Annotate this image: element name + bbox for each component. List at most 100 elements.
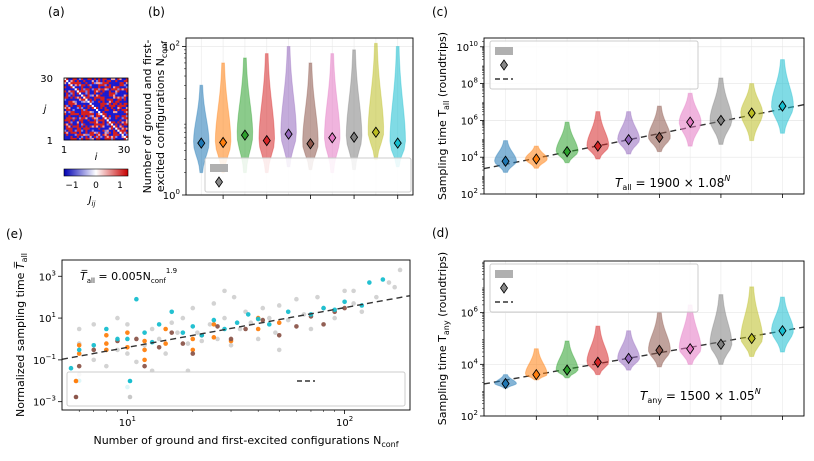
violin-100 [389, 45, 406, 168]
heatmap-cell [104, 119, 107, 122]
heatmap-cell [89, 88, 93, 91]
heatmap-cell [76, 100, 80, 104]
heatmap-cell [76, 102, 80, 106]
heatmap-cell [115, 92, 118, 95]
heatmap-cell [113, 106, 116, 110]
heatmap-cell [106, 131, 110, 135]
heatmap-cell [98, 111, 101, 114]
heatmap-cell [119, 123, 122, 126]
heatmap-cell [74, 88, 78, 91]
panel-label-d: (d) [432, 226, 449, 240]
heatmap-cell [74, 98, 78, 102]
scatter-point [248, 320, 254, 326]
heatmap-cell [110, 96, 114, 99]
scatter-point [321, 305, 326, 311]
heatmap-cell [91, 78, 95, 81]
heatmap-cell [76, 115, 80, 118]
heatmap-cell [87, 104, 90, 108]
scatter-point [367, 280, 372, 285]
heatmap-cell [74, 82, 78, 85]
scatter-point [294, 324, 299, 329]
heatmap-cell [100, 80, 103, 83]
heatmap-cell [78, 131, 82, 135]
heatmap-cell [70, 104, 73, 108]
scatter-point [169, 309, 175, 315]
scatter-point [266, 322, 272, 327]
heatmap-cell [85, 106, 88, 110]
heatmap-cell [66, 131, 69, 135]
heatmap-cell [117, 84, 120, 87]
heatmap-cell [83, 127, 86, 130]
heatmap-cell [104, 129, 107, 133]
heatmap-cell [96, 80, 99, 83]
fit-annotation: Tall = 1900 × 1.08N [615, 174, 730, 192]
heatmap-cell [74, 94, 78, 97]
heatmap-cell [115, 96, 118, 99]
violin-50 [617, 111, 641, 155]
heatmap-cell [70, 111, 73, 114]
heatmap-cell [76, 121, 80, 124]
heatmap-cell [70, 80, 73, 83]
heatmap-cell [119, 111, 122, 114]
heatmap-cell [123, 133, 127, 137]
heatmap-cell [100, 100, 103, 104]
heatmap-cell [66, 106, 69, 110]
heatmap-cell [85, 84, 88, 87]
heatmap-cell [113, 129, 116, 133]
heatmap-cell [72, 104, 75, 108]
median-marker-50 [624, 133, 633, 146]
heatmap-cell [96, 137, 99, 141]
heatmap-cell [87, 119, 90, 122]
heatmap-cell [108, 119, 112, 122]
heatmap-cell [93, 137, 97, 141]
scatter-point [142, 357, 147, 363]
heatmap-cell [104, 94, 107, 97]
heatmap-cell [64, 96, 67, 99]
heatmap-cell [96, 102, 99, 106]
heatmap-cell [108, 137, 112, 141]
heatmap-xlabel: i [95, 152, 98, 163]
heatmap-cell [119, 121, 122, 124]
heatmap-cell [64, 125, 67, 128]
heatmap-cell [68, 82, 71, 85]
heatmap-cell [83, 80, 86, 83]
heatmap-cell [93, 92, 97, 95]
scatter-point [156, 336, 162, 342]
heatmap-cell [70, 137, 73, 141]
heatmap-cell [117, 115, 120, 118]
heatmap-cell [89, 98, 93, 102]
heatmap-cell [96, 115, 99, 118]
heatmap-cell [70, 94, 73, 97]
heatmap-cell [123, 100, 127, 104]
heatmap-cell [98, 86, 101, 89]
heatmap-cell [96, 121, 99, 124]
heatmap-cell [76, 109, 80, 112]
heatmap-cell [104, 113, 107, 116]
heatmap-cell [70, 127, 73, 130]
heatmap-cell [110, 106, 114, 110]
heatmap-cell [119, 106, 122, 110]
heatmap-cell [106, 117, 110, 120]
heatmap-cell [89, 104, 93, 108]
heatmap-cell [108, 78, 112, 81]
heatmap-cell [110, 84, 114, 87]
violin-70 [323, 53, 341, 174]
heatmap-cell [98, 80, 101, 83]
heatmap-cell [121, 137, 125, 141]
heatmap-cell [66, 86, 69, 89]
heatmap-cell [115, 80, 118, 83]
median-marker-10 [197, 137, 206, 149]
scatter-point [273, 330, 278, 335]
heatmap-cell [93, 88, 97, 91]
heatmap-cell [96, 125, 99, 128]
heatmap-cell [113, 88, 116, 91]
heatmap-cell [119, 100, 122, 104]
scatter-point [142, 347, 147, 353]
heatmap-cell [91, 92, 95, 95]
heatmap-cell [115, 119, 118, 122]
heatmap-cell [68, 78, 71, 81]
heatmap-cell [115, 102, 118, 106]
heatmap-cell [70, 98, 73, 102]
heatmap-cell [106, 115, 110, 118]
heatmap-cell [108, 106, 112, 110]
